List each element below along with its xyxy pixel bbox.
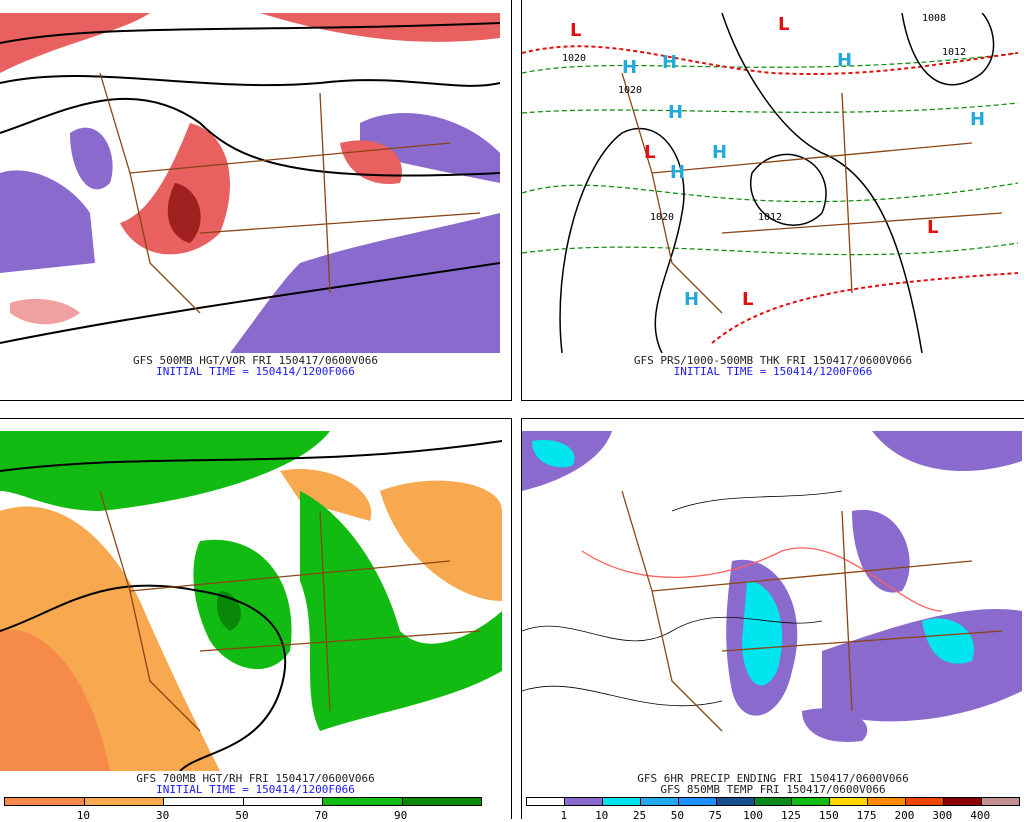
colorbar-tick-label: 75 — [708, 809, 722, 822]
high-pressure-marker: H — [670, 162, 686, 183]
colorbar-segment — [402, 798, 481, 805]
map-700mb-humidity[interactable] — [0, 431, 502, 771]
colorbar-tick-label: 200 — [894, 809, 915, 822]
contour-label: 1020 — [562, 53, 586, 64]
colorbar-segment — [5, 798, 85, 805]
panel-surface-pressure-thickness: 1020 1020 1020 1012 1012 1008 L H H H L … — [521, 0, 1024, 401]
initial-time: INITIAL TIME = 150414/1200F066 — [673, 365, 873, 378]
initial-time: INITIAL TIME = 150414/1200F066 — [156, 783, 355, 796]
colorbar-segment — [564, 798, 603, 805]
vorticity-field — [0, 13, 500, 353]
colorbar-segment — [830, 798, 869, 805]
high-pressure-marker: H — [837, 50, 853, 71]
panel-caption: GFS 500MB HGT/VOR FRI 150417/0600V066 — [132, 354, 379, 367]
contour-label: 1020 — [618, 85, 642, 96]
contour-label: 1012 — [758, 212, 782, 223]
colorbar-tick-label: 150 — [818, 809, 839, 822]
low-pressure-marker: L — [644, 142, 656, 163]
colorbar-tick-label: 100 — [743, 809, 763, 822]
colorbar-segment — [602, 798, 641, 805]
low-pressure-marker: L — [742, 289, 754, 310]
colorbar-tick-label: 50 — [235, 809, 249, 822]
colorbar-segment — [243, 798, 323, 805]
rh-colorbar — [4, 797, 482, 806]
colorbar-segment — [527, 798, 565, 805]
colorbar-tick-label: 175 — [856, 809, 877, 822]
map-surface-pressure[interactable]: 1020 1020 1020 1012 1012 1008 L H H H L … — [522, 13, 1018, 353]
colorbar-tick-label: 50 — [670, 809, 684, 822]
colorbar-segment — [84, 798, 164, 805]
colorbar-tick-label: 10 — [595, 809, 609, 822]
high-pressure-marker: H — [622, 57, 638, 78]
colorbar-segment — [906, 798, 945, 805]
low-pressure-marker: L — [778, 14, 790, 35]
high-pressure-marker: H — [970, 109, 986, 130]
low-pressure-marker: L — [927, 217, 939, 238]
panel-500mb-vorticity: GFS 500MB HGT/VOR FRI 150417/0600V066 IN… — [0, 0, 512, 401]
initial-time: INITIAL TIME = 150414/1200F066 — [156, 365, 355, 378]
colorbar-tick-label: 400 — [970, 809, 991, 822]
colorbar-tick-label: 125 — [780, 809, 801, 822]
contour-label: 1012 — [942, 47, 966, 58]
colorbar-segment — [164, 798, 244, 805]
high-pressure-marker: H — [662, 52, 678, 73]
colorbar-segment — [678, 798, 717, 805]
colorbar-tick-label: 30 — [156, 809, 170, 822]
precip-field — [522, 431, 1022, 742]
map-500mb-vorticity[interactable] — [0, 13, 500, 353]
colorbar-tick-label: 70 — [314, 809, 328, 822]
panel-700mb-humidity: GFS 700MB HGT/RH FRI 150417/0600V066 INI… — [0, 418, 512, 822]
humidity-field — [0, 431, 502, 771]
low-pressure-marker: L — [570, 20, 582, 41]
high-pressure-marker: H — [684, 289, 700, 310]
colorbar-tick-label: 10 — [76, 809, 90, 822]
contour-label: 1020 — [650, 212, 674, 223]
colorbar-segment — [754, 798, 793, 805]
high-pressure-marker: H — [668, 102, 684, 123]
colorbar-tick-label: 300 — [932, 809, 953, 822]
panel-precip-850mb-temp: GFS 6HR PRECIP ENDING FRI 150417/0600V06… — [521, 418, 1024, 822]
colorbar-segment — [982, 798, 1019, 805]
map-precip[interactable] — [522, 431, 1022, 771]
colorbar-segment — [640, 798, 679, 805]
colorbar-segment — [792, 798, 831, 805]
high-pressure-marker: H — [712, 142, 728, 163]
colorbar-tick-label: 1 — [560, 809, 568, 822]
colorbar-tick-label: 90 — [394, 809, 408, 822]
colorbar-segment — [716, 798, 755, 805]
colorbar-segment — [944, 798, 983, 805]
precip-colorbar — [526, 797, 1020, 806]
panel-caption: GFS PRS/1000-500MB THK FRI 150417/0600V0… — [633, 354, 913, 367]
panel-caption: GFS 6HR PRECIP ENDING FRI 150417/0600V06… — [637, 772, 909, 785]
colorbar-tick-label: 25 — [632, 809, 647, 822]
pressure-contours: 1020 1020 1020 1012 1012 1008 — [522, 13, 1018, 353]
colorbar-segment — [868, 798, 907, 805]
contour-label: 1008 — [922, 13, 946, 24]
panel-caption: GFS 700MB HGT/RH FRI 150417/0600V066 — [136, 772, 375, 785]
colorbar-segment — [323, 798, 403, 805]
panel-caption-2: GFS 850MB TEMP FRI 150417/0600V066 — [660, 783, 886, 796]
